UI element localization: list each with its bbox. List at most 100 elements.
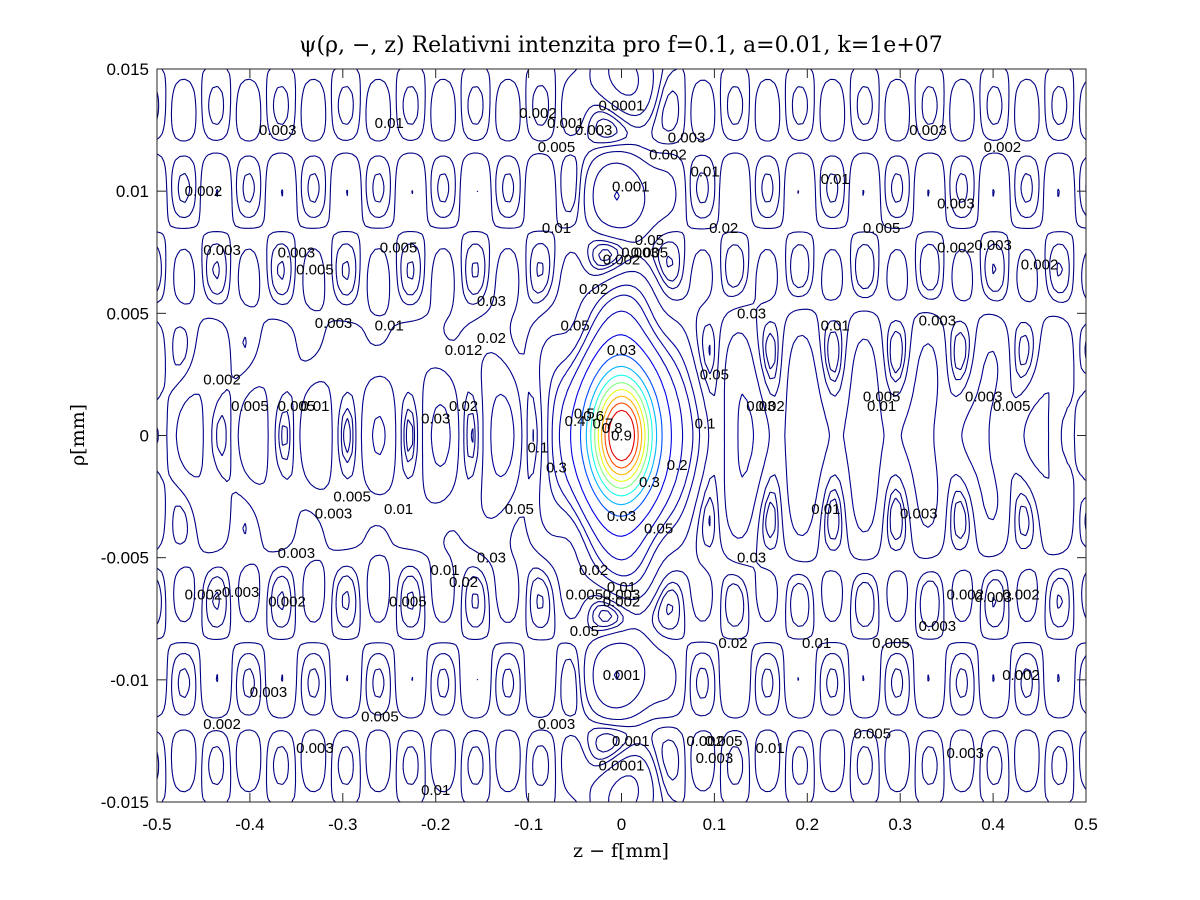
x-tick-label: 0.3 (888, 815, 912, 834)
contour-label: 0.03 (746, 398, 775, 415)
contour-label: 0.01 (821, 318, 850, 335)
contour-label: 0.001 (603, 667, 641, 684)
contour-label: 0.002 (603, 594, 641, 611)
contour-label: 0.002 (946, 586, 984, 603)
contour-label: 0.001 (612, 733, 650, 750)
contour-label: 0.001 (612, 178, 650, 195)
contour-label: 0.05 (635, 232, 664, 249)
contour-label: 0.003 (575, 122, 613, 139)
contour-label: 0.2 (667, 457, 688, 474)
contour-label: 0.5 (574, 406, 595, 423)
contour-label: 0.03 (737, 305, 766, 322)
contour-label: 0.02 (449, 574, 478, 591)
contour-label: 0.01 (421, 782, 450, 799)
contour-label: 0.01 (375, 115, 404, 132)
y-tick-label: 0.01 (116, 182, 149, 201)
y-tick-label: -0.01 (110, 671, 149, 690)
contour-label: 0.005 (863, 220, 901, 237)
contour-label: 0.01 (811, 501, 840, 518)
contour-label: 0.003 (919, 618, 957, 635)
contour-label: 0.005 (296, 261, 334, 278)
x-tick-label: 0.4 (981, 815, 1005, 834)
y-tick-label: -0.005 (101, 549, 149, 568)
contour-label: 0.01 (821, 171, 850, 188)
contour-label: 0.02 (756, 398, 785, 415)
contour-label: 0.1 (695, 415, 716, 432)
contour-label: 0.002 (649, 147, 687, 164)
contour-label: 0.002 (603, 252, 641, 269)
x-tick-label: -0.3 (328, 815, 357, 834)
contour-label: 0.005 (538, 139, 576, 156)
y-tick-label: -0.015 (101, 793, 149, 812)
contour-label: 0.005 (380, 239, 418, 256)
contour-label: 0.03 (737, 550, 766, 567)
contour-label: 0.003 (668, 129, 706, 146)
contour-label: 0.05 (560, 318, 589, 335)
contour-label: 0.005 (389, 594, 427, 611)
contour-label: 0.001 (547, 115, 585, 132)
contour-label: 0.003 (974, 589, 1012, 606)
contour-level-line (570, 334, 672, 537)
contour-label: 0.03 (477, 293, 506, 310)
contour-label: 0.003 (203, 242, 241, 259)
contour-label: 0.6 (583, 408, 604, 425)
x-tick-label: 0.2 (795, 815, 819, 834)
x-axis-ticks: -0.5 -0.4 -0.3 -0.2 -0.1 0 0.1 0.2 0.3 0.4 0.5 (142, 69, 1098, 834)
contour-label: 0.003 (222, 584, 260, 601)
contour-label: 0.005 (361, 708, 399, 725)
contour-label: 0.012 (445, 342, 483, 359)
contour-label: 0.02 (579, 281, 608, 298)
contour-level-line (601, 395, 643, 476)
contour-label: 0.002 (203, 371, 241, 388)
x-tick-label: 0.5 (1074, 815, 1098, 834)
contour-label: 0.01 (542, 220, 571, 237)
contour-label: 0.003 (259, 122, 297, 139)
contour-label: 0.9 (611, 428, 632, 445)
plot-area (157, 69, 1086, 802)
contour-label: 0.003 (296, 740, 334, 757)
contour-label: 0.005 (333, 489, 371, 506)
contour-label: 0.005 (993, 398, 1031, 415)
contour-label: 0.01 (802, 635, 831, 652)
contour-label: 0.002 (1002, 667, 1040, 684)
contour-label: 0.005 (863, 388, 901, 405)
contour-label: 0.1 (527, 440, 548, 457)
contour-label: 0.05 (570, 623, 599, 640)
contour-label: 0.002 (519, 105, 557, 122)
contour-label: 0.02 (709, 220, 738, 237)
y-axis-label: ρ[mm] (67, 404, 89, 466)
contour-label: 0.03 (477, 550, 506, 567)
contour-label: 0.002 (984, 139, 1022, 156)
contour-label: 0.02 (477, 330, 506, 347)
contour-level-line (551, 294, 694, 577)
contour-label: 0.003 (250, 684, 288, 701)
contour-label: 0.002 (185, 586, 223, 603)
contour-lines (157, 69, 1086, 802)
contour-label: 0.003 (937, 195, 975, 212)
contour-label: 0.01 (300, 398, 329, 415)
contour-level-line (604, 402, 639, 469)
y-tick-label: 0.005 (106, 304, 149, 323)
contour-label: 0.003 (965, 388, 1003, 405)
contour-label: 0.3 (546, 459, 567, 476)
contour-label: 0.003 (278, 545, 316, 562)
chart-title: ψ(ρ, −, z) Relativni intenzita pro f=0.1… (299, 33, 943, 58)
contour-level-line (175, 69, 1050, 802)
contour-label: 0.005 (231, 398, 269, 415)
contour-level-line (371, 191, 755, 680)
y-tick-label: 0.015 (106, 60, 149, 79)
contour-level-line (157, 69, 1086, 802)
contour-label: 0.003 (315, 506, 353, 523)
contour-label: 0.0001 (599, 98, 645, 115)
contour-label: 0.01 (375, 318, 404, 335)
contour-label: 0.02 (579, 562, 608, 579)
contour-label: 0.03 (607, 508, 636, 525)
contour-level-line (608, 409, 636, 462)
contour-level-line (157, 69, 1086, 802)
contour-label: 0.005 (278, 398, 316, 415)
contour-label: 0.003 (946, 745, 984, 762)
y-tick-label: 0 (140, 427, 149, 446)
contour-label: 0.003 (621, 244, 659, 261)
contour-label: 0.01 (867, 398, 896, 415)
